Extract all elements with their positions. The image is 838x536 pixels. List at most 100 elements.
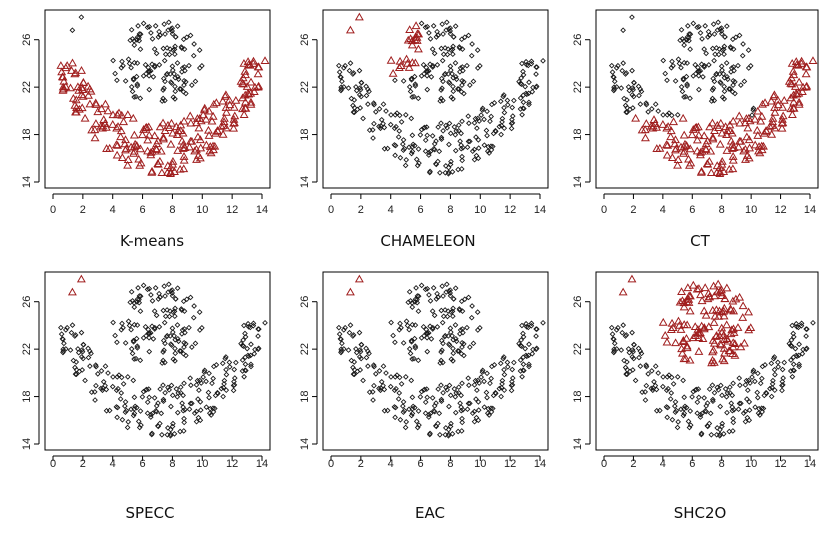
diamond-point [160,45,167,52]
diamond-point [336,324,342,331]
diamond-point [452,335,459,342]
diamond-point [702,408,709,414]
diamond-point [440,31,446,37]
diamond-point [442,307,448,313]
triangle-point [678,113,688,122]
diamond-point [73,366,80,373]
diamond-point [427,323,433,330]
diamond-point [403,157,410,163]
diamond-point [652,363,659,370]
diamond-point [713,45,720,51]
diamond-point [457,45,463,51]
diamond-point [409,356,415,362]
diamond-point [724,23,730,29]
diamond-point [651,378,657,385]
diamond-point [501,92,507,98]
diamond-point [336,69,343,75]
diamond-point [433,161,440,168]
diamond-point [438,396,445,403]
diamond-point [457,69,463,75]
diamond-point [425,152,432,158]
diamond-point [150,74,157,80]
diamond-point [439,347,445,354]
diamond-point [223,366,229,373]
triangle-point [68,58,77,67]
diamond-point [113,404,120,410]
triangle-point [787,79,797,88]
triangle-point [673,160,683,169]
diamond-point [221,377,228,384]
triangle-point [204,131,214,139]
triangle-point [709,318,719,326]
diamond-point [241,322,247,329]
diamond-point [629,85,636,91]
diamond-point [425,68,432,74]
triangle-point [677,287,686,296]
diamond-point [408,150,415,157]
diamond-point [662,70,669,77]
diamond-point [134,343,141,350]
triangle-point [103,106,113,115]
diamond-point [437,169,443,176]
diamond-point [438,95,444,102]
triangle-point [210,141,220,150]
diamond-point [685,23,691,29]
diamond-point [664,77,670,84]
diamond-point [356,329,363,336]
diamond-point [526,101,532,108]
triangle-point [151,144,161,153]
diamond-point [403,419,410,425]
diamond-point [428,336,435,342]
diamond-point [499,377,506,384]
diamond-point [60,336,66,343]
diamond-point [160,357,166,364]
triangle-point [773,95,783,104]
diamond-point [409,94,415,100]
diamond-point [439,85,445,92]
diamond-point [459,46,466,52]
diamond-point [164,431,171,438]
diamond-point [681,410,688,417]
diamond-point [429,308,436,314]
diamond-point [197,407,204,413]
triangle-point [797,87,807,95]
diamond-point [414,296,420,303]
diamond-point [181,344,187,351]
diamond-point [357,347,363,353]
triangle-point [108,120,118,128]
diamond-point [398,324,404,331]
diamond-point [85,354,92,361]
y-tick-label: 18 [572,390,584,402]
triangle-point [243,57,253,65]
triangle-point [681,354,691,362]
y-tick-label: 26 [21,296,33,308]
diamond-point [624,109,630,116]
diamond-point [248,363,254,370]
triangle-point [245,60,255,69]
diamond-point [487,118,493,125]
plot-frame [322,9,549,189]
diamond-point [735,406,742,413]
triangle-point [744,153,754,162]
triangle-point [648,123,658,132]
diamond-point [183,34,190,41]
diamond-point [357,105,364,111]
diamond-point [180,428,187,434]
plot-frame [322,271,549,451]
diamond-point [191,303,197,309]
diamond-point [790,361,797,368]
diamond-point [729,404,736,410]
triangle-point [713,279,723,288]
diamond-point [396,390,403,396]
diamond-point [409,410,416,417]
triangle-point [792,60,802,69]
diamond-point [87,348,93,355]
diamond-point [351,104,358,111]
diamond-point [388,374,394,380]
triangle-point [225,100,235,109]
diamond-point [625,346,632,352]
diamond-point [635,345,642,352]
diamond-point [529,350,536,357]
diamond-point [435,124,442,130]
diamond-point [429,46,436,52]
